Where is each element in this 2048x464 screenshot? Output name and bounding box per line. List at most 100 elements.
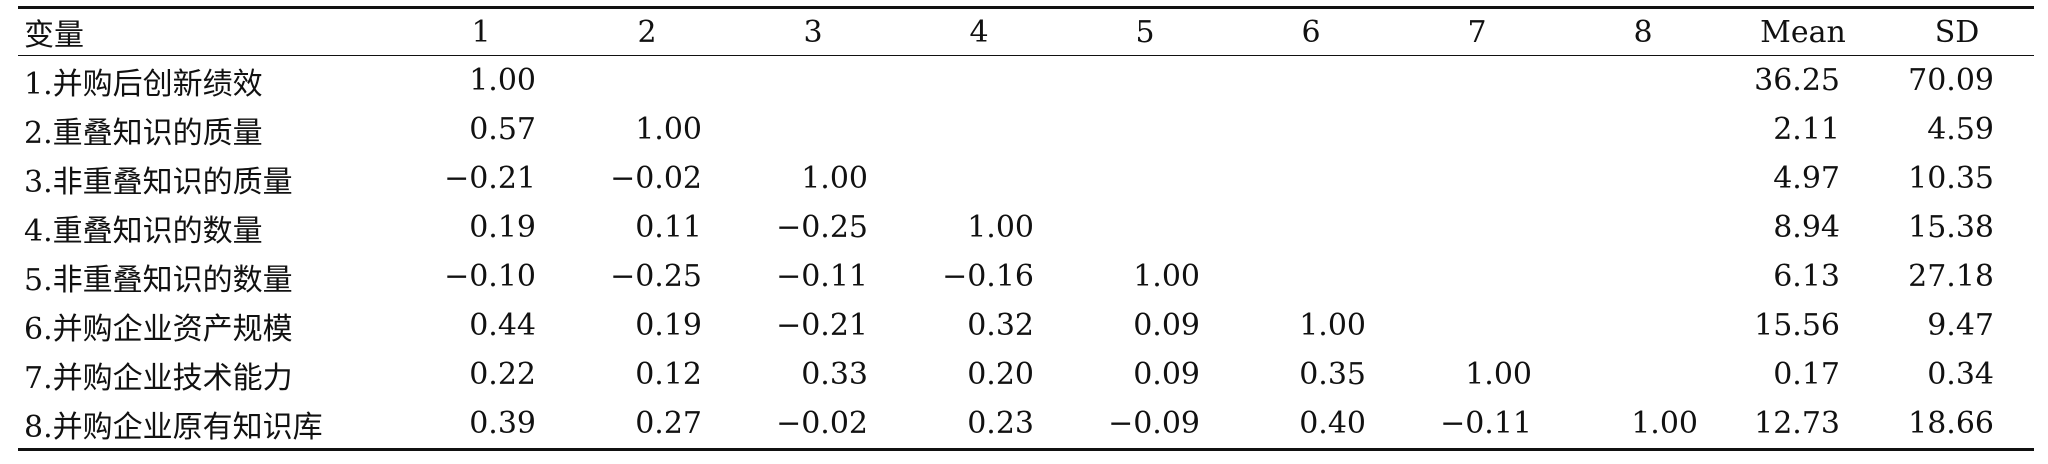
sd-cell: 18.66 xyxy=(1908,406,1994,441)
correlation-cell: 1.00 xyxy=(1465,357,1532,392)
table-body: 1.并购后创新绩效 1.00 36.25 70.09 2.重叠知识的质量 0.57 1.00… xyxy=(18,56,2034,450)
correlation-cell xyxy=(1062,56,1228,106)
correlation-cell: 0.32 xyxy=(967,308,1034,343)
correlation-cell: −0.09 xyxy=(1108,406,1200,441)
correlation-cell xyxy=(1062,154,1228,203)
correlation-cell xyxy=(896,105,1062,154)
mean-cell: 2.11 xyxy=(1773,112,1840,147)
correlation-cell xyxy=(1062,105,1228,154)
row-variable-label: 6.并购企业资产规模 xyxy=(24,311,293,347)
correlation-cell: −0.10 xyxy=(444,259,536,294)
header-col-5: 5 xyxy=(1135,14,1155,50)
sd-cell: 15.38 xyxy=(1908,210,1994,245)
correlation-cell xyxy=(1394,154,1560,203)
correlation-cell: −0.16 xyxy=(942,259,1034,294)
correlation-cell: 1.00 xyxy=(635,112,702,147)
correlation-cell xyxy=(1560,105,1726,154)
correlation-cell xyxy=(1228,203,1394,252)
correlation-cell xyxy=(1228,252,1394,301)
table-row: 5.非重叠知识的数量 −0.10 −0.25 −0.11 −0.16 1.00 6.13 27… xyxy=(18,252,2034,301)
table-row: 3.非重叠知识的质量 −0.21 −0.02 1.00 4.97 10.35 xyxy=(18,154,2034,203)
header-col-8: 8 xyxy=(1633,14,1653,50)
mean-cell: 8.94 xyxy=(1773,210,1840,245)
table-row: 8.并购企业原有知识库 0.39 0.27 −0.02 0.23 −0.09 0.40 −0.… xyxy=(18,399,2034,450)
correlation-cell xyxy=(1560,252,1726,301)
correlation-cell: 0.33 xyxy=(801,357,868,392)
correlation-cell: 1.00 xyxy=(801,161,868,196)
correlation-cell: 0.39 xyxy=(469,406,536,441)
correlation-table: 变量 1 2 3 4 5 6 7 8 Mean SD 1.并购后创新绩效 1.00… xyxy=(18,6,2034,451)
correlation-cell: −0.11 xyxy=(776,259,868,294)
header-col-3: 3 xyxy=(803,14,823,50)
correlation-cell: −0.21 xyxy=(776,308,868,343)
correlation-cell: 0.12 xyxy=(635,357,702,392)
correlation-cell xyxy=(730,56,896,106)
correlation-cell xyxy=(1228,105,1394,154)
header-col-4: 4 xyxy=(969,14,989,50)
correlation-cell: 0.23 xyxy=(967,406,1034,441)
correlation-cell xyxy=(730,105,896,154)
correlation-cell: 1.00 xyxy=(469,63,536,98)
row-variable-label: 1.并购后创新绩效 xyxy=(24,66,263,102)
correlation-cell: 1.00 xyxy=(1133,259,1200,294)
row-variable-label: 7.并购企业技术能力 xyxy=(24,360,293,396)
correlation-cell xyxy=(1228,154,1394,203)
correlation-cell: −0.21 xyxy=(444,161,536,196)
sd-cell: 4.59 xyxy=(1927,112,1994,147)
header-col-2: 2 xyxy=(637,14,657,50)
sd-cell: 27.18 xyxy=(1908,259,1994,294)
correlation-cell: 0.09 xyxy=(1133,308,1200,343)
header-col-1: 1 xyxy=(471,14,491,50)
correlation-cell: 1.00 xyxy=(1631,406,1698,441)
mean-cell: 12.73 xyxy=(1754,406,1840,441)
correlation-cell: 0.35 xyxy=(1299,357,1366,392)
correlation-cell xyxy=(1394,56,1560,106)
header-row: 变量 1 2 3 4 5 6 7 8 Mean SD xyxy=(18,7,2034,56)
correlation-cell xyxy=(1228,56,1394,106)
correlation-cell: 0.20 xyxy=(967,357,1034,392)
header-col-6: 6 xyxy=(1301,14,1321,50)
correlation-cell xyxy=(1394,301,1560,350)
correlation-cell: 0.09 xyxy=(1133,357,1200,392)
sd-cell: 0.34 xyxy=(1927,357,1994,392)
correlation-cell: 0.19 xyxy=(469,210,536,245)
sd-cell: 9.47 xyxy=(1927,308,1994,343)
correlation-cell: 1.00 xyxy=(967,210,1034,245)
correlation-cell: −0.25 xyxy=(776,210,868,245)
row-variable-label: 3.非重叠知识的质量 xyxy=(24,164,293,200)
correlation-cell: −0.02 xyxy=(610,161,702,196)
correlation-cell: −0.11 xyxy=(1440,406,1532,441)
correlation-table-container: 变量 1 2 3 4 5 6 7 8 Mean SD 1.并购后创新绩效 1.00… xyxy=(18,6,2034,451)
mean-cell: 4.97 xyxy=(1773,161,1840,196)
mean-cell: 6.13 xyxy=(1773,259,1840,294)
header-variable: 变量 xyxy=(24,18,84,53)
correlation-cell: −0.25 xyxy=(610,259,702,294)
correlation-cell: 1.00 xyxy=(1299,308,1366,343)
correlation-cell: 0.40 xyxy=(1299,406,1366,441)
correlation-cell: 0.22 xyxy=(469,357,536,392)
correlation-cell xyxy=(1560,56,1726,106)
header-sd: SD xyxy=(1934,14,1980,50)
table-row: 6.并购企业资产规模 0.44 0.19 −0.21 0.32 0.09 1.00 15.56… xyxy=(18,301,2034,350)
table-row: 1.并购后创新绩效 1.00 36.25 70.09 xyxy=(18,56,2034,106)
correlation-cell xyxy=(1560,350,1726,399)
correlation-cell xyxy=(1062,203,1228,252)
correlation-cell: 0.27 xyxy=(635,406,702,441)
correlation-cell xyxy=(1560,203,1726,252)
row-variable-label: 5.非重叠知识的数量 xyxy=(24,262,293,298)
correlation-cell xyxy=(896,56,1062,106)
header-mean: Mean xyxy=(1760,14,1846,50)
correlation-cell: 0.11 xyxy=(635,210,702,245)
correlation-cell: 0.57 xyxy=(469,112,536,147)
correlation-cell xyxy=(1394,252,1560,301)
sd-cell: 70.09 xyxy=(1908,63,1994,98)
mean-cell: 15.56 xyxy=(1754,308,1840,343)
table-row: 7.并购企业技术能力 0.22 0.12 0.33 0.20 0.09 0.35 1.00 0.… xyxy=(18,350,2034,399)
correlation-cell: −0.02 xyxy=(776,406,868,441)
table-row: 2.重叠知识的质量 0.57 1.00 2.11 4.59 xyxy=(18,105,2034,154)
header-col-7: 7 xyxy=(1467,14,1487,50)
mean-cell: 36.25 xyxy=(1754,63,1840,98)
correlation-cell xyxy=(1560,154,1726,203)
row-variable-label: 2.重叠知识的质量 xyxy=(24,115,263,151)
correlation-cell xyxy=(896,154,1062,203)
